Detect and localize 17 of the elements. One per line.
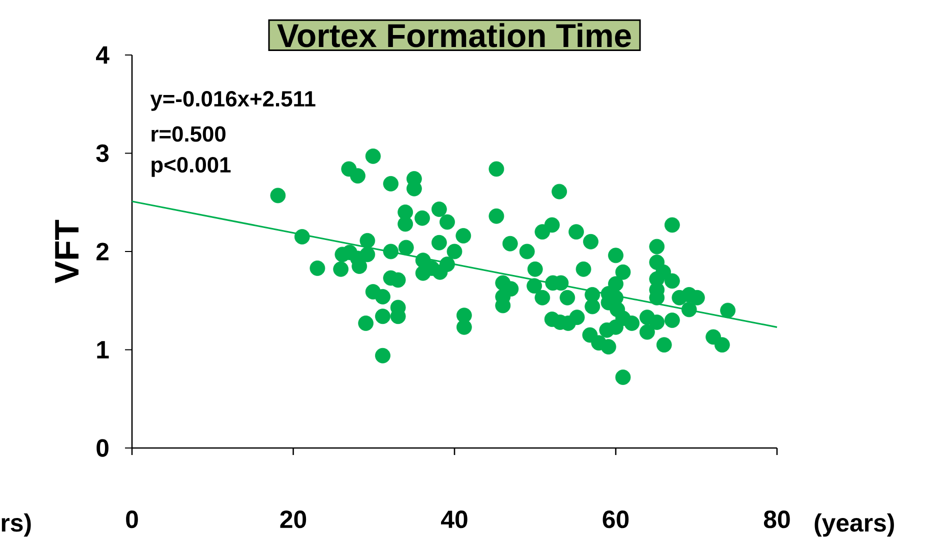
y-tick-label: 2 [96,242,108,260]
text: rs) [2,513,31,537]
x-axis-title: (years) [814,513,894,537]
y-tick-label: 0 [96,439,108,457]
x-tick-label: 0 [126,510,138,528]
x-tick-label: 80 [764,510,790,528]
y-tick-label: 4 [96,46,110,64]
chart-title: Vortex Formation Time [277,23,631,48]
y-axis-title: VFT [55,220,78,284]
annotation: p<0.001 [152,157,231,177]
x-tick-label: 20 [280,510,306,528]
annotation: y=-0.016x+2.511 [150,91,316,111]
annotation: r=0.500 [152,126,226,142]
y-tick-label: 1 [97,341,109,358]
y-tick-label: 3 [96,144,109,162]
x-tick-label: 40 [441,510,468,528]
x-tick-label: 60 [602,510,629,528]
